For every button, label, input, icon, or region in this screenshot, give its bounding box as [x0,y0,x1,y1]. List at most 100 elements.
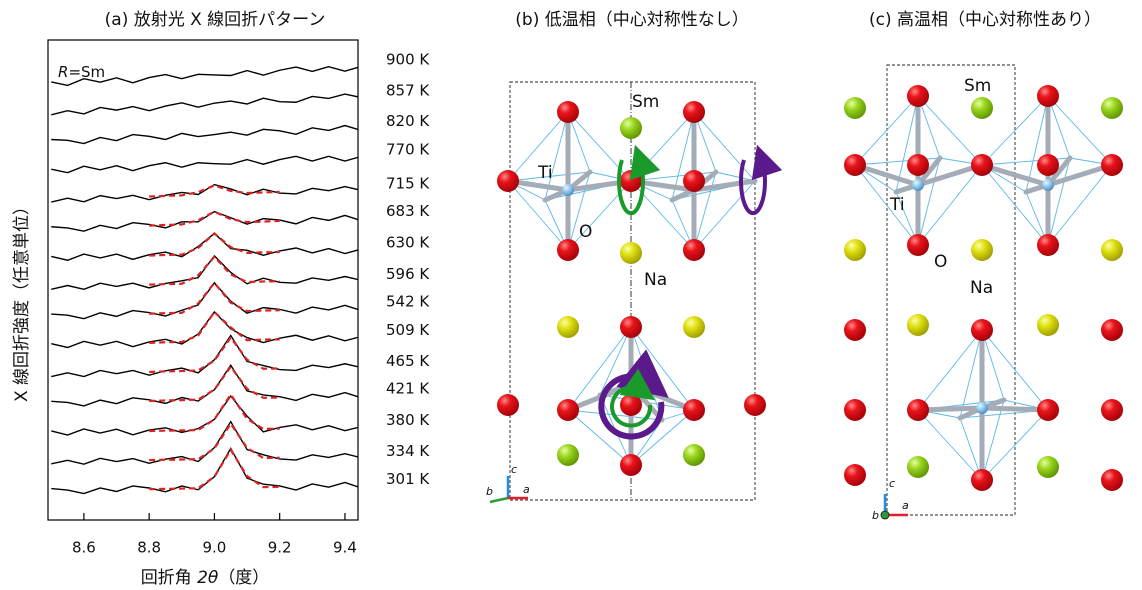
structure-b [497,101,766,476]
atom-label: Na [644,270,667,290]
atom [907,154,929,176]
axes-triad: c b a [872,477,909,522]
atom [844,239,866,261]
rotation-arrow [741,160,765,213]
atom [683,444,705,466]
panel-title: (c) 高温相（中心対称性あり） [869,10,1101,30]
atom-label: Ti [889,195,905,215]
trace [51,154,377,173]
plot-area [51,64,377,494]
atom [1101,399,1123,421]
atom [971,239,993,261]
atom [844,399,866,421]
trace [51,256,377,289]
atom-label: Na [970,278,993,298]
x-tick-label: 8.6 [72,539,96,557]
atom-label: O [579,222,592,242]
trace [51,283,377,319]
atom [557,399,579,421]
x-tick-label: 9.0 [202,539,226,557]
atom [683,399,705,421]
unit-cell [887,65,1015,515]
atom [557,101,579,123]
axis-letter: c [511,463,517,476]
axis-letter: b [872,509,879,522]
atom [844,319,866,341]
fit-curve [149,212,280,226]
fit-curve [149,395,280,431]
atom [620,242,642,264]
legend-label: 900 K [386,50,430,68]
fit-curve [149,312,280,343]
trace [51,212,377,231]
legend-label: 715 K [386,175,430,193]
axis-dot [881,511,889,519]
atom [1101,319,1123,341]
atom [1037,399,1059,421]
atom [1037,314,1059,336]
fit-curve [149,233,280,255]
atom [1101,154,1123,176]
axis-letter: a [523,483,530,496]
plot-frame [48,40,358,520]
x-label-part: 回折角 [141,568,197,588]
legend-label: 857 K [386,81,430,99]
atom [844,464,866,486]
octahedron-edge [694,181,755,250]
legend-label: 820 K [386,112,430,130]
trace [51,336,377,377]
atom [620,117,642,139]
trace [51,126,377,144]
atom [620,394,642,416]
atom [744,394,766,416]
atom [557,444,579,466]
legend-label: 465 K [386,352,430,370]
atom [1101,239,1123,261]
atom [912,179,924,191]
annotation-var: R [58,63,68,81]
x-label-part: （度） [218,568,269,588]
atom [971,97,993,119]
x-tick-label: 9.4 [333,539,357,557]
atom [557,239,579,261]
x-tick-label: 9.2 [268,539,292,557]
atom [907,314,929,336]
y-axis-label: X 線回折強度（任意単位） [12,198,32,402]
x-axis-label: 回折角 2θ（度） [141,568,270,588]
fit-curve [149,257,280,285]
chart-title: (a) 放射光 X 線回折パターン [105,10,326,30]
legend-label: 630 K [386,234,430,252]
atom [907,399,929,421]
axis-arrow [490,498,508,502]
octahedron-edge [694,112,755,181]
atom [907,456,929,478]
trace [51,94,377,115]
axis-letter: b [486,485,493,498]
annotation: R=Sm [58,63,105,81]
legend-label: 509 K [386,321,430,339]
legend-label: 596 K [386,265,430,283]
atom [683,101,705,123]
trace [51,185,377,202]
atom [976,402,988,414]
atom [620,170,642,192]
figure: (a) 放射光 X 線回折パターン R=Sm X 線回折強度（任意単位） 回折角… [0,0,1142,590]
axes-triad: c b a [486,463,530,502]
trace [51,448,377,493]
atom [1042,179,1054,191]
axis-letter: c [889,477,895,490]
atom [562,184,574,196]
atom [844,154,866,176]
atom [497,170,519,192]
atom [1037,85,1059,107]
atom [907,234,929,256]
bond [672,190,694,200]
atom [971,319,993,341]
trace [51,396,377,435]
trace [51,312,377,347]
atom [1037,154,1059,176]
atom [1037,456,1059,478]
legend-label: 421 K [386,380,430,398]
atom-label: Sm [964,76,991,96]
fit-curve [149,338,280,372]
